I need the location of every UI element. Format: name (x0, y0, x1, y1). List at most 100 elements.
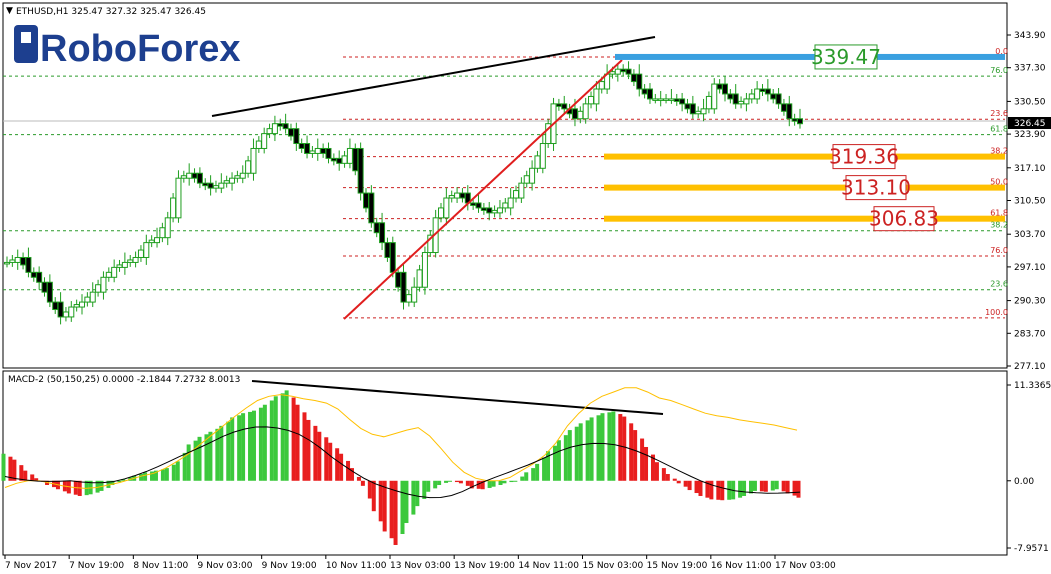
macd-bar (273, 396, 278, 481)
candle-body (105, 271, 112, 278)
candle-body (287, 128, 294, 137)
macd-bar (95, 480, 100, 493)
fib-level-label: 50.0 (990, 178, 1008, 187)
macd-bar (796, 480, 801, 498)
macd-bar (367, 480, 372, 499)
candle-body (175, 177, 182, 219)
fib-level-label: 38.2 (990, 221, 1008, 230)
candle-body (9, 259, 16, 263)
macd-panel (2, 370, 1008, 556)
macd-bar (552, 445, 557, 481)
time-tick-label: 15 Nov 19:00 (647, 561, 708, 571)
price-axis: 343.90 337.30 330.50 323.90 317.10 310.50 303.… (1007, 31, 1046, 372)
macd-bar (709, 480, 714, 500)
macd-bar (589, 417, 594, 481)
candle-body (673, 98, 680, 102)
key-level-band (615, 53, 1005, 60)
macd-bar (415, 480, 420, 507)
macd-bar (389, 480, 394, 539)
macd-bar (258, 407, 263, 481)
macd-bar (23, 470, 28, 481)
fib-level-label: 76.0 (990, 246, 1008, 255)
macd-bar (535, 463, 540, 481)
candle-body (336, 157, 343, 164)
candle-body (780, 103, 787, 112)
macd-bar (371, 480, 376, 512)
candle-body (389, 242, 396, 273)
candle-body (223, 180, 230, 184)
fib-level-label: 23.6 (990, 280, 1008, 289)
time-tick-label: 15 Nov 03:00 (583, 561, 644, 571)
fib-level-label: 61.8 (990, 209, 1008, 218)
candle-body (668, 98, 675, 101)
candle-body (652, 98, 659, 101)
macd-bar (339, 453, 344, 481)
macd-bar (153, 470, 158, 481)
candle-body (539, 143, 546, 169)
candle-body (293, 128, 300, 145)
macd-bar (393, 480, 398, 545)
candle-body (754, 88, 761, 100)
macd-bar (476, 480, 481, 489)
candle-body (357, 147, 364, 194)
macd-bar (422, 480, 427, 499)
time-tick-label: 10 Nov 11:00 (326, 561, 387, 571)
candle-body (186, 172, 193, 179)
fib-level-label: 23.6 (990, 109, 1008, 118)
macd-bar (633, 430, 638, 481)
candle-body (255, 140, 262, 149)
macd-bar (698, 480, 703, 496)
macd-bar (291, 397, 296, 481)
macd-bar (175, 461, 180, 481)
candle-body (470, 202, 477, 206)
candle-body (630, 73, 637, 83)
time-tick-label: 8 Nov 11:00 (133, 561, 188, 571)
candle-body (202, 182, 209, 187)
macd-bar (219, 425, 224, 481)
macd-bar (143, 472, 148, 481)
candle-body (486, 207, 493, 214)
candle-body (132, 256, 139, 263)
candle-body (277, 123, 284, 127)
time-tick-label: 9 Nov 19:00 (262, 561, 317, 571)
candle-body (84, 296, 91, 303)
candle-body (475, 202, 482, 209)
candle-body (207, 182, 214, 189)
candle-body (571, 108, 578, 120)
macd-bar (487, 480, 492, 488)
macd-bar (280, 393, 285, 481)
macd-bar (600, 413, 605, 481)
macd-bar (34, 478, 39, 481)
candle-body (641, 88, 648, 95)
macd-bar (458, 480, 463, 484)
macd-bar (448, 480, 453, 482)
macd-bar (622, 416, 627, 481)
macd-bar (785, 480, 790, 494)
candle-body (614, 68, 621, 75)
key-level-band (604, 153, 1005, 160)
price-tick-label: 323.90 (1014, 130, 1046, 140)
candle-body (304, 143, 311, 154)
macd-header: MACD-2 (50,150,25) 0.0000 -2.1844 7.2732… (8, 375, 240, 385)
logo-mark (14, 25, 38, 63)
candle-body (797, 118, 803, 125)
macd-bar (30, 474, 35, 481)
key-levels: 339.47 319.36 313.10 306.83 (604, 44, 1005, 232)
macd-bar (524, 472, 529, 481)
candle-body (555, 103, 562, 107)
candle-body (73, 304, 80, 308)
key-level-band (604, 215, 1005, 222)
macd-bar (106, 480, 111, 488)
candle-body (454, 192, 461, 199)
candle-body (57, 301, 64, 318)
candle-body (598, 81, 605, 90)
key-level-label: 313.10 (841, 176, 911, 200)
candle-body (271, 123, 278, 135)
candle-body (459, 192, 466, 199)
candle-body (52, 301, 59, 311)
time-tick-label: 9 Nov 03:00 (198, 561, 253, 571)
current-price-label: 326.45 (1014, 119, 1046, 129)
candle-body (298, 143, 305, 149)
macd-bar (182, 452, 187, 481)
